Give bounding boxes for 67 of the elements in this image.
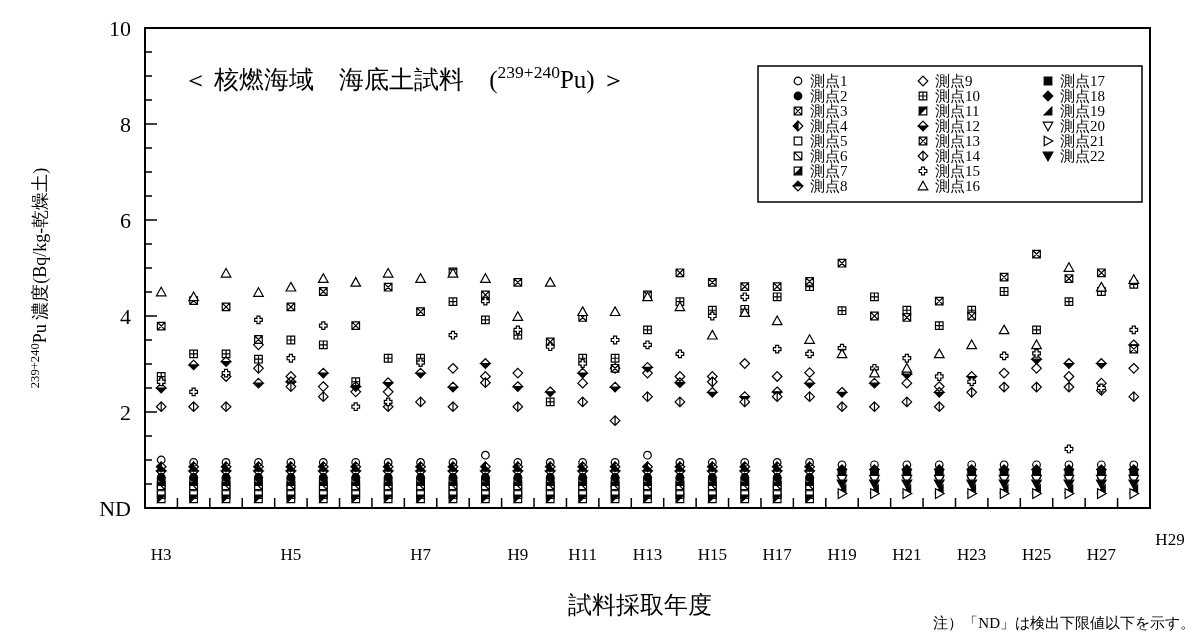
legend-label: 測点21 <box>1060 133 1105 149</box>
x-tick-label: H21 <box>892 545 922 564</box>
legend-label: 測点8 <box>810 178 848 194</box>
legend-item: 測点21 <box>1043 133 1105 149</box>
legend-item: 測点1 <box>793 73 848 89</box>
legend-item: 測点6 <box>793 148 848 164</box>
legend-label: 測点17 <box>1060 73 1106 89</box>
legend-label: 測点19 <box>1060 103 1105 119</box>
legend-label: 測点11 <box>935 103 980 119</box>
legend-item: 測点13 <box>918 133 980 149</box>
legend-item: 測点9 <box>917 73 973 89</box>
y-tick-label: 10 <box>109 16 131 41</box>
x-tick-label: H19 <box>827 545 857 564</box>
legend-label: 測点10 <box>935 88 980 104</box>
x-tick-label: H3 <box>150 545 172 564</box>
x-tick-label: H5 <box>280 545 302 564</box>
legend-item: 測点5 <box>793 133 848 149</box>
legend-label: 測点7 <box>810 163 848 179</box>
legend-label: 測点16 <box>935 178 981 194</box>
legend-item: 測点11 <box>917 103 980 119</box>
legend-item: 測点22 <box>1042 148 1105 164</box>
x-tick-label: H25 <box>1021 545 1052 564</box>
legend-item: 測点7 <box>793 163 848 179</box>
legend-label: 測点12 <box>935 118 980 134</box>
x-tick-label: H7 <box>410 545 432 564</box>
legend-label: 測点6 <box>810 148 848 164</box>
legend-item: 測点17 <box>1043 73 1105 89</box>
text: 注）「ND」は検出下限値以下を示す。 <box>933 615 1195 631</box>
legend-label: 測点5 <box>810 133 848 149</box>
y-tick-label: 2 <box>120 400 131 425</box>
legend-label: 測点2 <box>810 88 848 104</box>
legend-item: 測点4 <box>792 118 848 134</box>
legend-item: 測点20 <box>1042 118 1105 134</box>
y-tick-label: 8 <box>120 112 131 137</box>
legend-item: 測点2 <box>793 88 848 104</box>
legend-label: 測点14 <box>935 148 981 164</box>
y-tick-label: 4 <box>120 304 131 329</box>
legend-item: 測点18 <box>1042 88 1105 104</box>
legend-label: 測点1 <box>810 73 848 89</box>
x-tick-label: H13 <box>632 545 663 564</box>
legend-label: 測点20 <box>1060 118 1105 134</box>
legend-label: 測点4 <box>810 118 848 134</box>
legend-item: 測点14 <box>917 148 980 164</box>
y-tick-label: ND <box>99 496 131 521</box>
x-tick-label: H17 <box>762 545 793 564</box>
legend-item: 測点8 <box>791 178 848 194</box>
text: ＜ 核燃海域 海底土試料 ($^{239+240}$Pu) ＞ <box>183 62 626 94</box>
x-tick-label: H23 <box>957 545 987 564</box>
legend-item: 測点15 <box>918 163 980 179</box>
legend-label: 測点15 <box>935 163 980 179</box>
legend-item: 測点19 <box>1042 103 1105 119</box>
legend-label: 測点13 <box>935 133 980 149</box>
legend-label: 測点3 <box>810 103 848 119</box>
legend-item: 測点10 <box>918 88 980 104</box>
text: H29 <box>1155 530 1185 549</box>
legend-item: 測点3 <box>793 103 848 119</box>
legend-item: 測点12 <box>916 118 980 134</box>
x-tick-label: H11 <box>568 545 597 564</box>
x-tick-label: H15 <box>697 545 727 564</box>
legend-item: 測点16 <box>917 178 980 194</box>
legend-label: 測点18 <box>1060 88 1105 104</box>
x-tick-label: H27 <box>1086 545 1117 564</box>
x-axis-title: 試料採取年度 <box>568 592 712 618</box>
legend-label: 測点9 <box>935 73 973 89</box>
x-tick-label: H9 <box>507 545 529 564</box>
legend-label: 測点22 <box>1060 148 1105 164</box>
y-tick-label: 6 <box>120 208 131 233</box>
